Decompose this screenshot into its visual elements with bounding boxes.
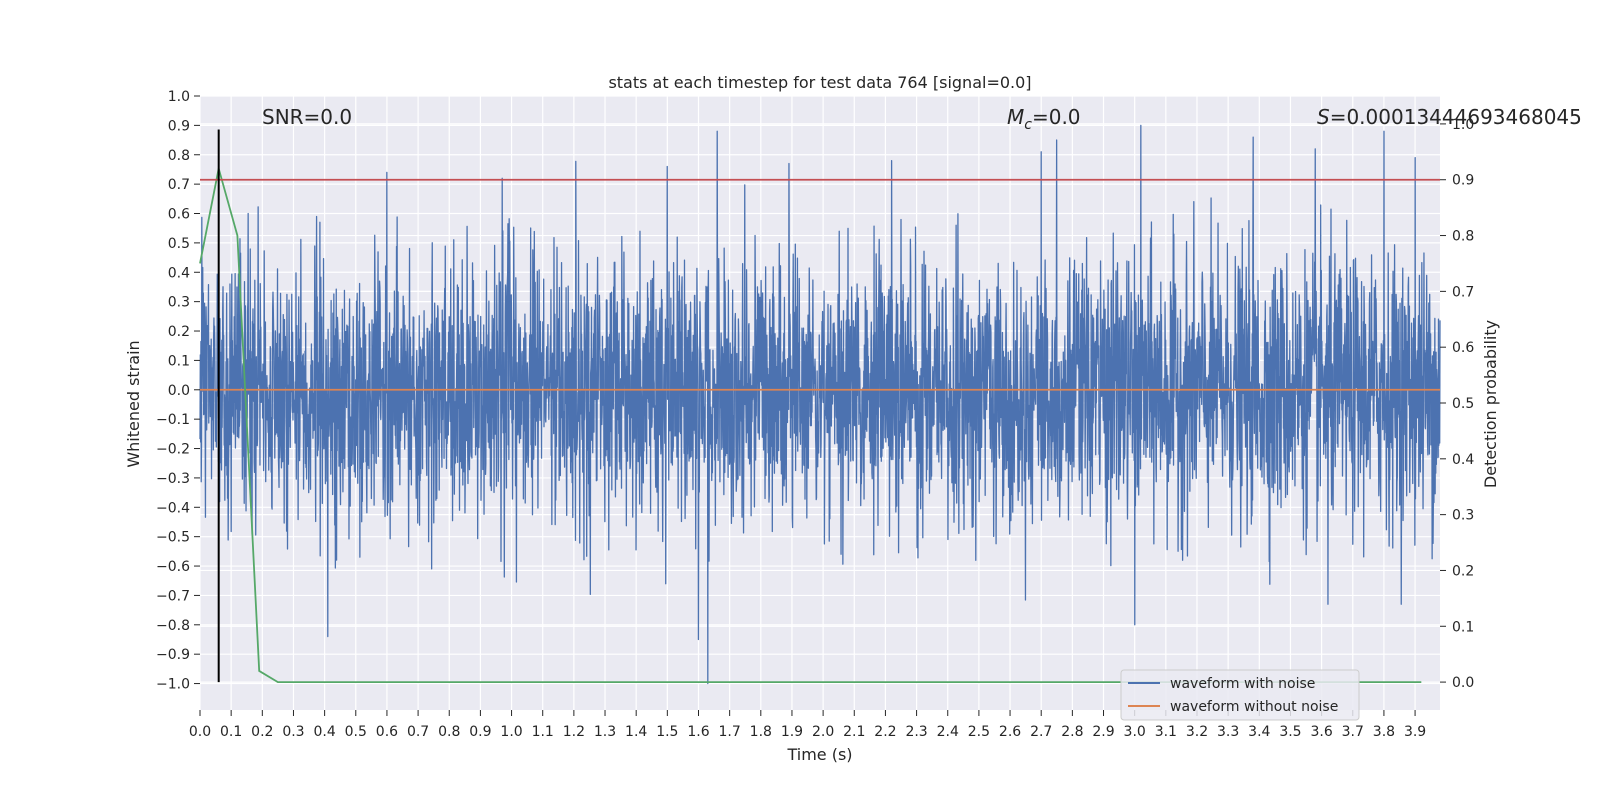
x-tick-label: 2.2 [874, 724, 896, 740]
x-tick-label: 3.8 [1373, 724, 1395, 740]
x-tick-label: 1.5 [656, 724, 678, 740]
x-tick-label: 3.7 [1342, 724, 1364, 740]
y-tick-label: 1.0 [168, 89, 190, 105]
s-value: =0.00013444693468045 [1330, 105, 1582, 129]
x-tick-label: 3.9 [1404, 724, 1426, 740]
y2-tick-label: 0.8 [1452, 229, 1474, 245]
x-axis-label: Time (s) [786, 745, 852, 764]
series-line-detection-probability [199, 168, 1422, 683]
x-tick-label: 2.9 [1092, 724, 1114, 740]
x-tick-label: 2.5 [968, 724, 990, 740]
legend-label-noise: waveform with noise [1170, 676, 1315, 692]
x-tick-label: 3.4 [1248, 724, 1270, 740]
s-symbol: S [1317, 105, 1330, 129]
y-tick-label: −0.6 [156, 559, 190, 575]
x-tick-label: 3.6 [1310, 724, 1332, 740]
x-tick-label: 0.5 [345, 724, 367, 740]
x-tick-label: 1.1 [532, 724, 554, 740]
s-annotation: S=0.00013444693468045 [1317, 105, 1582, 129]
mc-symbol: M [1007, 105, 1024, 129]
y2-ticks: 1.0 0.9 0.8 0.7 0.6 0.5 0.4 0.3 0.2 0.1 0.0 [1440, 117, 1474, 691]
x-tick-label: 1.9 [781, 724, 803, 740]
y-tick-label: −0.1 [156, 412, 190, 428]
x-tick-label: 0.9 [469, 724, 491, 740]
x-tick-label: 3.2 [1186, 724, 1208, 740]
legend-box [1120, 669, 1360, 721]
y2-tick-label: 0.6 [1452, 340, 1474, 356]
y-tick-label: 0.4 [168, 265, 190, 281]
mc-annotation: Mc=0.0 [1007, 105, 1081, 133]
y2-tick-label: 0.9 [1452, 173, 1474, 189]
x-tick-label: 0.0 [189, 724, 211, 740]
y-tick-label: 0.7 [168, 177, 190, 193]
y2-tick-label: 0.2 [1452, 563, 1474, 579]
x-tick-label: 0.7 [407, 724, 429, 740]
series-layer [199, 124, 1441, 685]
y-tick-label: −0.2 [156, 442, 190, 458]
y-tick-label: 0.5 [168, 236, 190, 252]
y-tick-label: −0.8 [156, 618, 190, 634]
x-tick-label: 0.3 [282, 724, 304, 740]
x-tick-label: 2.6 [999, 724, 1021, 740]
x-tick-label: 2.3 [905, 724, 927, 740]
y2-axis-label: Detection probability [1481, 320, 1500, 488]
x-tick-label: 2.4 [937, 724, 959, 740]
mc-subscript: c [1024, 117, 1032, 133]
y-axis-label: Whitened strain [124, 340, 143, 467]
y-tick-label: 0.8 [168, 148, 190, 164]
x-tick-label: 1.7 [719, 724, 741, 740]
x-tick-label: 2.0 [812, 724, 834, 740]
x-tick-label: 3.3 [1217, 724, 1239, 740]
x-tick-label: 3.5 [1279, 724, 1301, 740]
y2-tick-label: 0.7 [1452, 284, 1474, 300]
x-tick-label: 0.2 [251, 724, 273, 740]
y2-tick-label: 0.1 [1452, 619, 1474, 635]
y-tick-label: 0.2 [168, 324, 190, 340]
legend: waveform with noise waveform without noi… [1120, 669, 1360, 721]
y2-tick-label: 0.5 [1452, 396, 1474, 412]
x-tick-label: 3.1 [1155, 724, 1177, 740]
y2-tick-label: 0.3 [1452, 508, 1474, 524]
y-tick-label: 0.1 [168, 353, 190, 369]
x-tick-label: 0.4 [313, 724, 335, 740]
y-tick-label: 0.9 [168, 118, 190, 134]
y-tick-label: −0.4 [156, 500, 190, 516]
y2-tick-label: 0.4 [1452, 452, 1474, 468]
y-tick-label: −0.5 [156, 530, 190, 546]
x-tick-label: 0.1 [220, 724, 242, 740]
chart-title: stats at each timestep for test data 764… [608, 73, 1031, 92]
y-tick-label: 0.3 [168, 295, 190, 311]
x-tick-label: 0.6 [376, 724, 398, 740]
y-tick-label: −0.7 [156, 588, 190, 604]
x-tick-label: 1.3 [594, 724, 616, 740]
x-tick-label: 0.8 [438, 724, 460, 740]
x-tick-label: 1.8 [750, 724, 772, 740]
snr-annotation: SNR=0.0 [262, 105, 352, 129]
x-tick-label: 1.2 [563, 724, 585, 740]
y-tick-label: 0.6 [168, 207, 190, 223]
x-tick-label: 1.6 [687, 724, 709, 740]
y-tick-label: 0.0 [168, 383, 190, 399]
y-tick-label: −1.0 [156, 677, 190, 693]
x-tick-label: 2.8 [1061, 724, 1083, 740]
x-ticks: 0.0 0.1 0.2 0.3 0.4 0.5 0.6 0.7 0.8 0.9 1.0 1.1 1.2 1… [189, 710, 1426, 740]
x-tick-label: 2.1 [843, 724, 865, 740]
y-tick-label: −0.9 [156, 647, 190, 663]
legend-label-clean: waveform without noise [1170, 699, 1338, 715]
x-tick-label: 1.0 [500, 724, 522, 740]
x-tick-label: 2.7 [1030, 724, 1052, 740]
series-line-waveform-with-noise [199, 124, 1441, 685]
x-tick-label: 1.4 [625, 724, 647, 740]
x-tick-label: 3.0 [1124, 724, 1146, 740]
mc-value: =0.0 [1032, 105, 1081, 129]
y-tick-label: −0.3 [156, 471, 190, 487]
y2-tick-label: 0.0 [1452, 675, 1474, 691]
y2-tick-label: 1.0 [1452, 117, 1474, 133]
y-ticks: 1.0 0.9 0.8 0.7 0.6 0.5 0.4 0.3 0.2 0.1 0.0 −0.1 −0.… [156, 89, 200, 693]
